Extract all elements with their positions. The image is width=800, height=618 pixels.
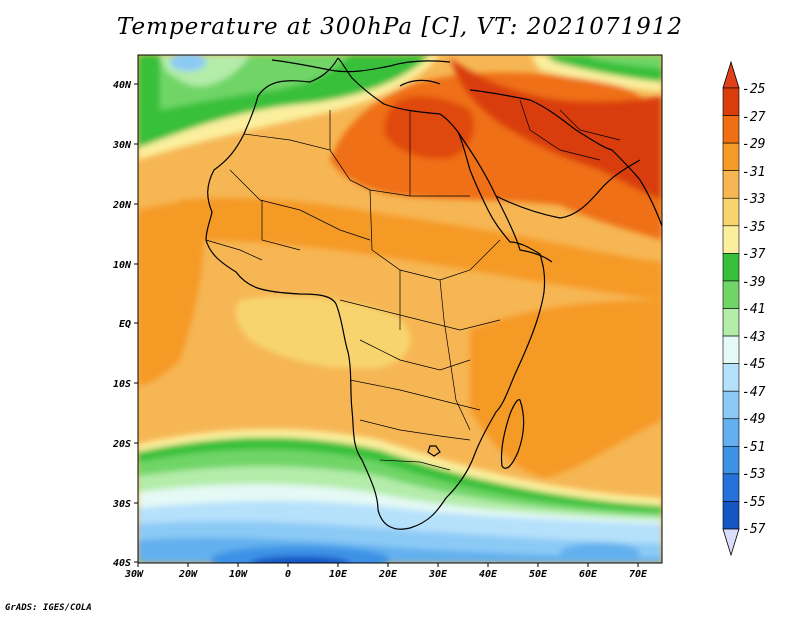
colorbar-label: -55 bbox=[742, 495, 766, 510]
colorbar-top-arrow bbox=[722, 60, 740, 89]
colorbar-swatch bbox=[722, 363, 740, 392]
colorbar-swatch bbox=[722, 335, 740, 364]
colorbar-swatch bbox=[722, 87, 740, 116]
lat-label: 20N bbox=[112, 200, 132, 211]
colorbar-label: -31 bbox=[742, 165, 765, 180]
lon-label: 40E bbox=[479, 569, 498, 580]
lat-axis bbox=[134, 83, 138, 563]
colorbar-label: -29 bbox=[742, 137, 765, 152]
colorbar-bottom-arrow bbox=[722, 528, 740, 557]
cold-core-2 bbox=[250, 556, 350, 563]
colorbar-label: -47 bbox=[742, 385, 766, 400]
warm-minus29-west bbox=[138, 200, 204, 386]
colorbar-swatch bbox=[722, 501, 740, 530]
colorbar-label: -49 bbox=[742, 412, 765, 427]
colorbar-label: -51 bbox=[742, 440, 765, 455]
colorbar-swatch bbox=[722, 390, 740, 420]
nw-minus45 bbox=[170, 55, 206, 71]
warm-minus29-se bbox=[470, 300, 662, 478]
warm-minus25-b bbox=[384, 96, 474, 159]
colorbar-swatch bbox=[722, 446, 740, 475]
lon-axis bbox=[137, 563, 639, 567]
colorbar-label: -39 bbox=[742, 275, 765, 290]
colorbar-swatches bbox=[722, 87, 740, 530]
colorbar-swatch bbox=[722, 170, 740, 199]
lon-label: 60E bbox=[579, 569, 598, 580]
colorbar-label: -25 bbox=[742, 82, 766, 97]
map-title: Temperature at 300hPa [C], VT: 202107191… bbox=[116, 14, 684, 40]
cold-core-3 bbox=[560, 543, 640, 563]
lat-label: EQ bbox=[119, 319, 131, 330]
lon-label: 30E bbox=[428, 569, 448, 580]
lat-label: 40S bbox=[113, 558, 131, 569]
lon-label: 10W bbox=[229, 569, 248, 580]
colorbar-label: -35 bbox=[742, 220, 766, 235]
plot-frame bbox=[137, 54, 663, 564]
colorbar-label: -53 bbox=[742, 467, 765, 482]
colorbar-swatch bbox=[722, 142, 740, 171]
lat-labels: 40N 30N 20N 10N EQ 10S 20S 30S 40S bbox=[112, 80, 132, 569]
colorbar-label: -33 bbox=[742, 192, 765, 207]
grads-credit: GrADS: IGES/COLA bbox=[5, 603, 92, 613]
colorbar: -25 -27 -29 -31 -33 -35 -37 -39 -41 -43 … bbox=[722, 60, 766, 557]
cold-core-1 bbox=[210, 546, 390, 563]
country-borders bbox=[205, 99, 621, 471]
colorbar-swatch bbox=[722, 418, 740, 447]
ne-minus39 bbox=[590, 55, 662, 68]
lat-label: 10N bbox=[113, 260, 132, 271]
cool-minus33 bbox=[235, 296, 411, 369]
warm-minus25 bbox=[450, 58, 662, 200]
colorbar-label: -45 bbox=[742, 357, 766, 372]
lon-labels: 30W 20W 10W 0 10E 20E 30E 40E 50E 60E 70… bbox=[124, 569, 648, 580]
colorbar-label: -41 bbox=[742, 302, 765, 317]
lat-label: 30S bbox=[112, 499, 131, 510]
colorbar-swatch bbox=[722, 225, 740, 254]
lat-label: 10S bbox=[113, 379, 131, 390]
lon-label: 20W bbox=[178, 569, 198, 580]
lat-label: 30N bbox=[112, 140, 132, 151]
colorbar-swatch bbox=[722, 308, 740, 337]
colorbar-labels: -25 -27 -29 -31 -33 -35 -37 -39 -41 -43 … bbox=[742, 82, 766, 537]
colorbar-swatch bbox=[722, 115, 740, 144]
colorbar-label: -37 bbox=[742, 247, 766, 262]
colorbar-label: -43 bbox=[742, 330, 765, 345]
lon-label: 70E bbox=[629, 569, 648, 580]
colorbar-swatch bbox=[722, 473, 740, 502]
warm-minus29-sahel bbox=[150, 198, 662, 300]
lat-label: 40N bbox=[113, 80, 132, 91]
lon-label: 0 bbox=[285, 569, 291, 580]
lon-label: 30W bbox=[124, 569, 144, 580]
lat-label: 20S bbox=[112, 439, 131, 450]
colorbar-swatch bbox=[722, 280, 740, 309]
lon-label: 10E bbox=[329, 569, 348, 580]
colorbar-swatch bbox=[722, 197, 740, 227]
lon-label: 50E bbox=[529, 569, 548, 580]
colorbar-label: -57 bbox=[742, 522, 766, 537]
coastlines bbox=[205, 57, 662, 530]
colorbar-swatch bbox=[722, 253, 740, 282]
lon-label: 20E bbox=[378, 569, 398, 580]
colorbar-label: -27 bbox=[742, 110, 766, 125]
